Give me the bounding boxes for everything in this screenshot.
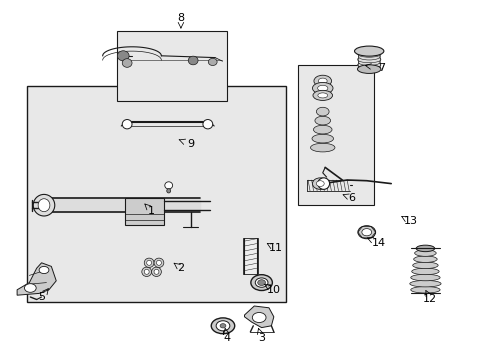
Ellipse shape (311, 134, 333, 143)
Bar (243, 238, 257, 274)
Text: 6: 6 (348, 193, 355, 203)
Polygon shape (244, 306, 273, 328)
Ellipse shape (361, 229, 371, 236)
Ellipse shape (146, 260, 151, 265)
Ellipse shape (354, 46, 383, 56)
Ellipse shape (310, 143, 334, 152)
Ellipse shape (317, 178, 329, 189)
Ellipse shape (144, 258, 154, 267)
Ellipse shape (357, 226, 375, 239)
Bar (27, 86, 285, 302)
Ellipse shape (203, 120, 212, 129)
Ellipse shape (357, 51, 380, 57)
Text: 4: 4 (224, 333, 230, 343)
Ellipse shape (38, 199, 50, 212)
Ellipse shape (252, 312, 265, 323)
Ellipse shape (357, 62, 380, 68)
Ellipse shape (117, 51, 129, 61)
Ellipse shape (144, 269, 149, 274)
Text: 3: 3 (258, 333, 264, 343)
Polygon shape (17, 263, 56, 295)
Ellipse shape (314, 116, 330, 125)
Ellipse shape (414, 250, 435, 256)
Ellipse shape (156, 260, 161, 265)
Ellipse shape (250, 275, 272, 291)
Text: 14: 14 (371, 238, 385, 248)
Text: 1: 1 (148, 206, 155, 216)
Ellipse shape (316, 181, 324, 186)
Ellipse shape (410, 287, 439, 293)
Ellipse shape (257, 280, 265, 285)
Text: 9: 9 (187, 139, 194, 149)
Ellipse shape (411, 268, 438, 275)
Ellipse shape (412, 262, 437, 269)
Ellipse shape (358, 59, 379, 66)
Ellipse shape (358, 64, 379, 71)
Ellipse shape (33, 194, 55, 216)
Ellipse shape (313, 125, 331, 134)
Ellipse shape (24, 284, 36, 292)
Bar (117, 31, 227, 101)
Ellipse shape (317, 93, 327, 98)
Text: 12: 12 (423, 294, 436, 304)
Ellipse shape (409, 280, 440, 287)
Ellipse shape (357, 56, 380, 63)
Ellipse shape (39, 266, 49, 274)
Ellipse shape (122, 59, 132, 67)
Text: 10: 10 (266, 285, 280, 295)
Ellipse shape (208, 58, 217, 66)
Ellipse shape (410, 274, 439, 281)
Bar (298, 65, 373, 205)
Ellipse shape (220, 324, 225, 328)
Ellipse shape (211, 318, 234, 334)
Bar (124, 198, 163, 225)
Ellipse shape (188, 56, 198, 65)
Ellipse shape (151, 267, 161, 276)
Text: 8: 8 (177, 13, 184, 23)
Ellipse shape (154, 258, 163, 267)
Ellipse shape (312, 90, 332, 100)
Ellipse shape (312, 82, 332, 94)
Ellipse shape (255, 278, 267, 287)
Ellipse shape (413, 256, 436, 262)
Ellipse shape (318, 78, 326, 84)
Text: 7: 7 (377, 63, 384, 73)
Ellipse shape (316, 107, 328, 116)
Text: 11: 11 (269, 243, 283, 253)
Ellipse shape (216, 321, 229, 331)
Ellipse shape (142, 267, 151, 276)
Text: 2: 2 (177, 263, 184, 273)
Ellipse shape (154, 269, 159, 274)
Ellipse shape (164, 182, 172, 189)
Text: 5: 5 (38, 292, 45, 302)
Ellipse shape (415, 245, 434, 252)
Ellipse shape (313, 75, 331, 87)
Ellipse shape (317, 85, 327, 91)
Text: 13: 13 (403, 216, 417, 226)
Ellipse shape (312, 178, 327, 189)
Ellipse shape (122, 120, 132, 129)
Ellipse shape (357, 65, 380, 73)
Ellipse shape (358, 54, 379, 60)
Ellipse shape (166, 189, 170, 193)
